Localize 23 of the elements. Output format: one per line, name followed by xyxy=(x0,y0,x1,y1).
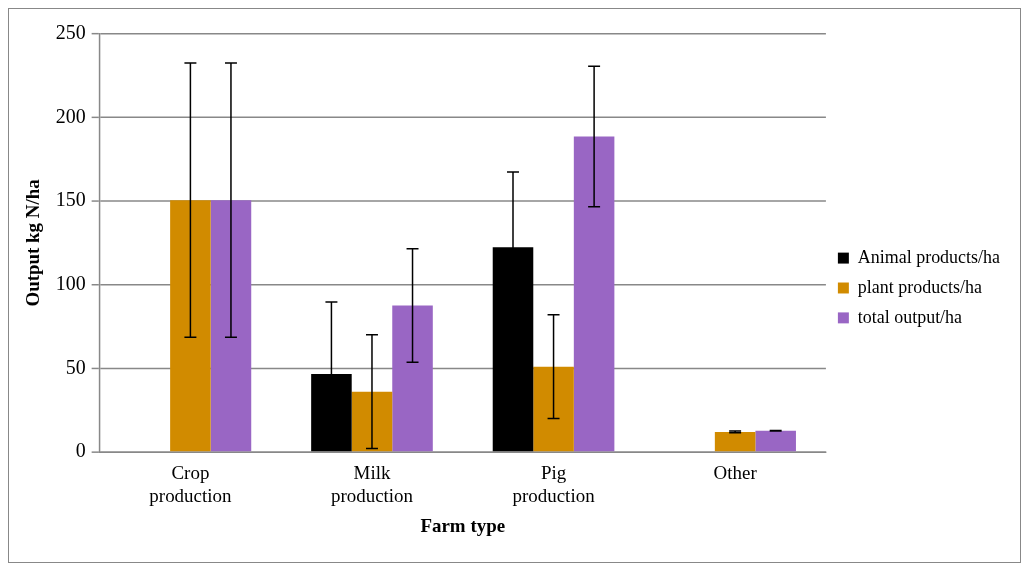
bar xyxy=(714,431,756,452)
legend-label: plant products/ha xyxy=(857,276,983,297)
y-tick-label: 50 xyxy=(65,355,86,378)
y-tick-label: 200 xyxy=(55,104,86,127)
y-tick-label: 0 xyxy=(75,439,86,462)
x-tick-label: Other xyxy=(713,462,758,484)
bar xyxy=(533,366,574,452)
y-axis-title: Output kg N/ha xyxy=(22,178,44,307)
y-tick-label: 150 xyxy=(55,188,86,211)
bar xyxy=(170,200,211,452)
bar xyxy=(210,200,252,452)
x-tick-label: Milk production xyxy=(330,462,414,506)
x-axis-title: Farm type xyxy=(420,514,506,536)
bar xyxy=(573,136,615,452)
bar xyxy=(755,430,796,452)
y-tick-label: 250 xyxy=(55,21,86,44)
bar xyxy=(351,391,393,452)
x-tick-label: Pig production xyxy=(512,462,596,506)
legend-label: Animal products/ha xyxy=(857,246,1000,267)
y-tick-label: 100 xyxy=(55,272,86,294)
legend-label: total output/ha xyxy=(857,306,963,327)
bar xyxy=(392,305,433,452)
x-tick-label: Crop production xyxy=(149,462,232,506)
